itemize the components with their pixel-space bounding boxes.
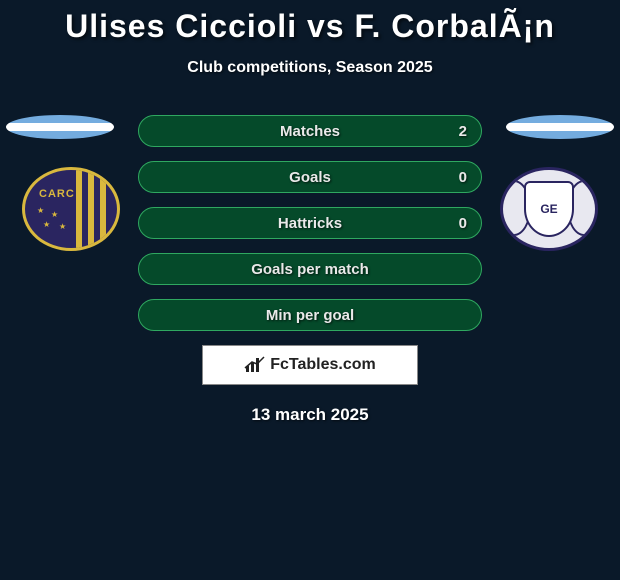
comparison-title: Ulises Ciccioli vs F. CorbalÃ¡n (0, 0, 620, 45)
stat-row-hattricks: Hattricks 0 (138, 207, 482, 239)
stat-right-value: 0 (459, 215, 467, 232)
stat-row-min-per-goal: Min per goal (138, 299, 482, 331)
stat-label: Goals (289, 169, 331, 186)
barchart-icon (244, 356, 266, 374)
left-club-badge: CARC ★ ★ ★ ★ (22, 167, 120, 251)
stat-label: Hattricks (278, 215, 342, 232)
stat-row-goals: Goals 0 (138, 161, 482, 193)
brand-text: FcTables.com (270, 356, 376, 374)
stat-label: Matches (280, 123, 340, 140)
comparison-panel: CARC ★ ★ ★ ★ GE Matches 2 Goals 0 Hattri… (0, 115, 620, 425)
right-club-badge: GE (500, 167, 598, 251)
stat-row-matches: Matches 2 (138, 115, 482, 147)
stat-row-goals-per-match: Goals per match (138, 253, 482, 285)
stat-right-value: 2 (459, 123, 467, 140)
left-country-flag (6, 115, 114, 139)
left-club-acronym: CARC (39, 188, 75, 200)
stats-table: Matches 2 Goals 0 Hattricks 0 Goals per … (138, 115, 482, 331)
stat-label: Goals per match (251, 261, 369, 278)
stat-right-value: 0 (459, 169, 467, 186)
brand-attribution[interactable]: FcTables.com (202, 345, 418, 385)
comparison-subtitle: Club competitions, Season 2025 (0, 59, 620, 77)
right-country-flag (506, 115, 614, 139)
stat-label: Min per goal (266, 307, 354, 324)
comparison-date: 13 march 2025 (0, 405, 620, 425)
